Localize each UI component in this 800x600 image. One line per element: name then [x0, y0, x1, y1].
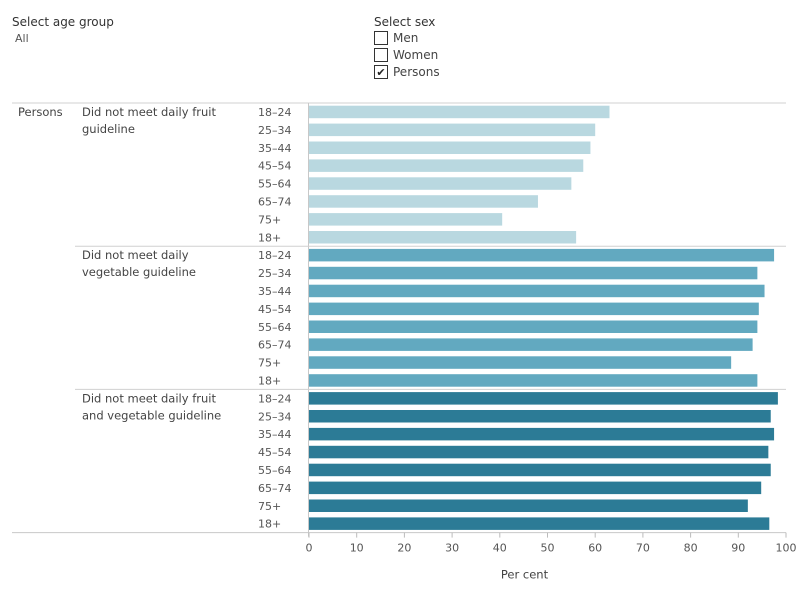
- bar: [309, 159, 584, 172]
- category-tick-label: 45–54: [258, 446, 292, 459]
- x-tick-label: 70: [636, 542, 650, 555]
- category-tick-label: 55–64: [258, 464, 292, 477]
- category-tick-label: 45–54: [258, 303, 292, 316]
- sex-option-women[interactable]: Women: [374, 48, 438, 62]
- bar: [309, 195, 538, 208]
- bar: [309, 320, 758, 333]
- category-tick-label: 18+: [258, 231, 281, 244]
- category-tick-label: 65–74: [258, 339, 292, 352]
- x-tick-label: 40: [493, 542, 507, 555]
- category-tick-label: 18–24: [258, 106, 292, 119]
- bar: [309, 248, 775, 262]
- bar: [309, 499, 748, 512]
- x-axis-title: Per cent: [501, 568, 549, 582]
- bar: [309, 427, 775, 441]
- bar: [309, 284, 765, 298]
- category-tick-label: 75+: [258, 357, 281, 370]
- bar: [309, 213, 503, 226]
- series-label: guideline: [82, 122, 135, 136]
- x-tick-label: 30: [445, 542, 459, 555]
- category-tick-label: 55–64: [258, 178, 292, 191]
- category-tick-label: 25–34: [258, 410, 292, 423]
- category-tick-label: 18+: [258, 518, 281, 531]
- row-header-label: Persons: [18, 105, 63, 119]
- bar: [309, 463, 771, 477]
- x-tick-label: 50: [541, 542, 555, 555]
- x-tick-label: 80: [684, 542, 698, 555]
- bar: [309, 481, 762, 495]
- x-tick-label: 20: [397, 542, 411, 555]
- bar: [309, 517, 770, 530]
- bar: [309, 374, 758, 387]
- x-tick-label: 60: [588, 542, 602, 555]
- category-tick-label: 75+: [258, 213, 281, 226]
- men-checkbox[interactable]: [374, 31, 388, 45]
- sex-filter-title: Select sex: [374, 15, 436, 29]
- bar: [309, 266, 758, 280]
- category-tick-label: 25–34: [258, 124, 292, 137]
- category-tick-label: 18–24: [258, 392, 292, 405]
- sex-option-men[interactable]: Men: [374, 31, 418, 45]
- category-tick-label: 45–54: [258, 160, 292, 173]
- series-label: Did not meet daily fruit: [82, 105, 216, 119]
- persons-label: Persons: [393, 65, 440, 79]
- age-group-filter-value[interactable]: All: [15, 32, 29, 45]
- series-label: vegetable guideline: [82, 265, 196, 279]
- series-label: Did not meet daily fruit: [82, 391, 216, 405]
- bar: [309, 410, 771, 423]
- x-tick-label: 10: [350, 542, 364, 555]
- category-tick-label: 18+: [258, 374, 281, 387]
- bar: [309, 302, 759, 316]
- category-tick-label: 35–44: [258, 142, 292, 155]
- series-label: and vegetable guideline: [82, 408, 221, 422]
- bar: [309, 105, 610, 119]
- women-checkbox[interactable]: [374, 48, 388, 62]
- bar: [309, 392, 778, 405]
- bar: [309, 141, 591, 154]
- category-tick-label: 18–24: [258, 249, 292, 262]
- category-tick-label: 75+: [258, 500, 281, 513]
- bar: [309, 338, 753, 351]
- men-label: Men: [393, 31, 419, 45]
- category-tick-label: 25–34: [258, 267, 292, 280]
- category-tick-label: 55–64: [258, 321, 292, 334]
- bar: [309, 445, 769, 459]
- category-tick-label: 35–44: [258, 428, 292, 441]
- series-label: Did not meet daily: [82, 248, 189, 262]
- bar: [309, 356, 732, 369]
- bar: [309, 177, 572, 190]
- women-label: Women: [393, 48, 439, 62]
- category-tick-label: 35–44: [258, 285, 292, 298]
- category-tick-label: 65–74: [258, 482, 292, 495]
- bar: [309, 231, 577, 244]
- age-group-filter-title: Select age group: [12, 15, 114, 29]
- bar: [309, 123, 596, 137]
- x-tick-label: 100: [776, 542, 797, 555]
- x-tick-label: 0: [306, 542, 313, 555]
- check-icon: ✔: [376, 65, 386, 79]
- persons-checkbox[interactable]: ✔: [374, 65, 388, 79]
- x-tick-label: 90: [731, 542, 745, 555]
- sex-option-persons[interactable]: ✔ Persons: [374, 65, 440, 79]
- category-tick-label: 65–74: [258, 195, 292, 208]
